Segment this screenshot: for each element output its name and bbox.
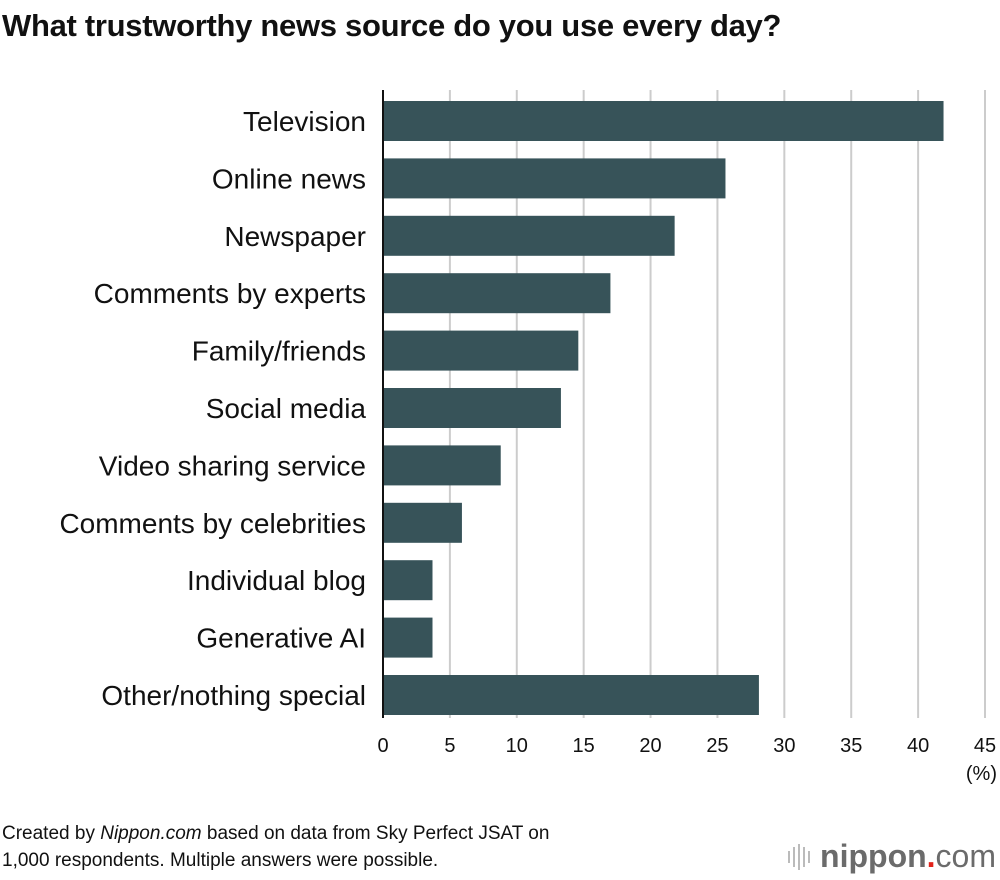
category-label: Television [243,106,366,137]
bar [383,675,759,715]
sound-bars-icon [788,843,811,870]
x-tick-label: 30 [773,735,795,757]
footer-line2: 1,000 respondents. Multiple answers were… [2,850,439,871]
x-tick-label: 35 [840,735,862,757]
footer-note: Created by Nippon.com based on data from… [2,820,549,874]
bar [383,445,501,486]
category-label: Comments by celebrities [59,508,366,539]
category-label: Other/nothing special [101,680,366,711]
x-tick-label: 20 [639,735,661,757]
bar-chart: 0 5 10 15 20 25 30 35 40 45 (%) Television Online ne… [59,90,997,785]
bar [383,502,462,543]
x-tick-label: 15 [573,735,595,757]
bar [383,215,675,256]
x-tick-label: 0 [377,735,388,757]
bar [383,617,433,658]
footer-rest: based on data from Sky Perfect JSAT on [201,823,550,844]
chart-title: What trustworthy news source do you use … [2,8,782,43]
bar [383,273,611,314]
x-tick-label: 5 [444,735,455,757]
bar [383,388,561,428]
footer-prefix: Created by [2,823,101,844]
category-label: Online news [212,163,366,194]
x-tick-label: 45 [974,735,996,757]
category-label: Video sharing service [99,450,366,481]
logo-dot: . [926,838,936,874]
x-axis-label: (%) [966,763,997,785]
bar [383,560,433,601]
category-label: Family/friends [192,336,366,367]
x-tick-label: 25 [706,735,728,757]
x-tick-label: 10 [506,735,528,757]
bar [383,158,726,199]
x-tick-label: 40 [907,735,929,757]
footer-source: Nippon.com [100,823,202,844]
bar [383,101,944,141]
category-label: Generative AI [196,623,366,654]
category-label: Individual blog [187,565,366,596]
logo-tld: com [935,838,996,874]
bar [383,330,579,371]
category-label: Social media [206,393,367,424]
category-label: Comments by experts [94,278,366,309]
nippon-logo: nippon. com [788,838,996,875]
logo-name: nippon [820,838,927,874]
category-label: Newspaper [224,221,366,252]
